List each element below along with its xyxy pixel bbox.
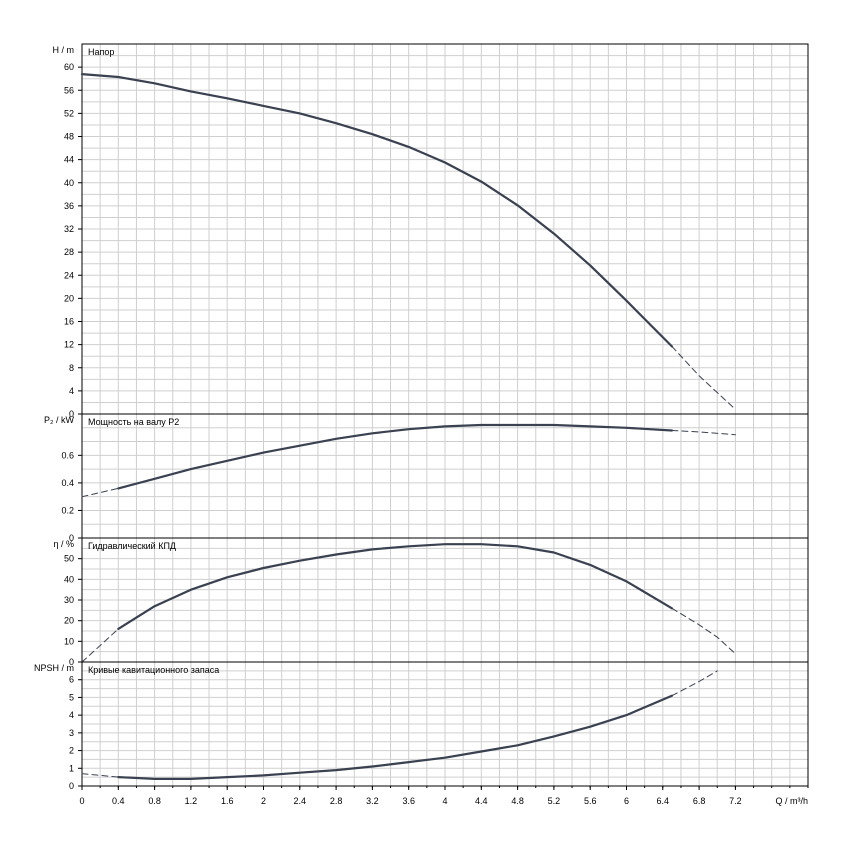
- y-tick-label: 56: [64, 85, 74, 95]
- y-tick-label: 36: [64, 201, 74, 211]
- y-tick-label: 52: [64, 108, 74, 118]
- y-tick-label: 0: [69, 409, 74, 419]
- y-tick-label: 4: [69, 710, 74, 720]
- x-tick-label: 4.8: [511, 796, 524, 806]
- x-tick-label: 1.2: [185, 796, 198, 806]
- power-curve-dashed: [81, 487, 119, 498]
- y-tick-label: 0.4: [61, 478, 74, 488]
- efficiency-panel-title: Гидравлический КПД: [88, 541, 176, 551]
- npsh-panel-title: Кривые кавитационного запаса: [88, 665, 219, 675]
- x-axis: 0 0.4 0.8 1.2 1.6 2 2.4 2.8 3.2 3.6 4 4.4 4.8 5.2 5.6 6…: [79, 786, 809, 806]
- y-tick-label: 2: [69, 746, 74, 756]
- x-tick-label: 6: [624, 796, 629, 806]
- y-tick-label: 0: [69, 533, 74, 543]
- x-tick-label: 2.4: [294, 796, 307, 806]
- y-tick-label: 1: [69, 763, 74, 773]
- x-tick-label: 2.8: [330, 796, 343, 806]
- y-tick-label: 32: [64, 224, 74, 234]
- y-tick-label: 50: [64, 554, 74, 564]
- x-tick-label: 4.4: [475, 796, 488, 806]
- x-tick-label: 5.6: [584, 796, 597, 806]
- y-tick-label: 60: [64, 62, 74, 72]
- x-tick-label: 3.6: [402, 796, 415, 806]
- power-curve-dashed: [671, 430, 736, 436]
- y-tick-label: 8: [69, 363, 74, 373]
- x-tick-label: 6.8: [693, 796, 706, 806]
- y-tick-label: 24: [64, 270, 74, 280]
- y-tick-label: 3: [69, 728, 74, 738]
- y-tick-label: 12: [64, 340, 74, 350]
- efficiency-curve-dashed: [671, 607, 736, 655]
- x-tick-label: 0.8: [148, 796, 161, 806]
- power-curve: [117, 423, 674, 490]
- y-tick-label: 4: [69, 386, 74, 396]
- head-y-axis-label: H / m: [53, 45, 75, 55]
- y-tick-label: 48: [64, 132, 74, 142]
- x-tick-label: 7.2: [729, 796, 742, 806]
- y-tick-label: 0: [69, 781, 74, 791]
- npsh-y-axis-label: NPSH / m: [34, 663, 74, 673]
- npsh-curve: [117, 694, 674, 781]
- x-tick-label: 6.4: [657, 796, 670, 806]
- head-panel-title: Напор: [88, 47, 114, 57]
- y-tick-label: 6: [69, 675, 74, 685]
- efficiency-curve: [117, 543, 674, 631]
- head-curve: [80, 72, 674, 348]
- x-tick-label: 3.2: [366, 796, 379, 806]
- y-tick-label: 0.6: [61, 450, 74, 460]
- y-tick-label: 20: [64, 616, 74, 626]
- efficiency-panel: 0 10 20 30 40 50 η / % Гидравлический КПД: [53, 537, 809, 667]
- x-tick-label: 0.4: [112, 796, 125, 806]
- y-tick-label: 44: [64, 155, 74, 165]
- x-axis-label: Q / m³/h: [775, 796, 808, 806]
- power-y-axis-label: P₂ / kW: [44, 415, 74, 425]
- y-tick-label: 20: [64, 293, 74, 303]
- y-tick-label: 28: [64, 247, 74, 257]
- y-tick-label: 0: [69, 657, 74, 667]
- y-tick-label: 40: [64, 574, 74, 584]
- power-panel-title: Мощность на валу P2: [88, 417, 179, 427]
- x-tick-label: 5.2: [548, 796, 561, 806]
- y-tick-label: 30: [64, 595, 74, 605]
- efficiency-y-axis-label: η / %: [53, 539, 74, 549]
- y-tick-label: 5: [69, 692, 74, 702]
- efficiency-curve-dashed: [81, 628, 119, 663]
- y-tick-label: 16: [64, 317, 74, 327]
- power-panel: 0 0.2 0.4 0.6 P₂ / kW Мощность на валу P2: [44, 413, 809, 543]
- x-tick-label: 0: [79, 796, 84, 806]
- x-tick-label: 1.6: [221, 796, 234, 806]
- npsh-curve-dashed: [671, 670, 718, 697]
- x-tick-label: 4: [442, 796, 447, 806]
- npsh-panel: 0 1 2 3 4 5 6 NPSH / m Кривые кавитационного зап…: [34, 661, 809, 791]
- npsh-curve-dashed: [81, 773, 119, 778]
- head-curve-dashed: [671, 345, 736, 410]
- y-tick-label: 0.2: [61, 505, 74, 515]
- y-tick-label: 40: [64, 178, 74, 188]
- y-tick-label: 10: [64, 636, 74, 646]
- x-tick-label: 2: [261, 796, 266, 806]
